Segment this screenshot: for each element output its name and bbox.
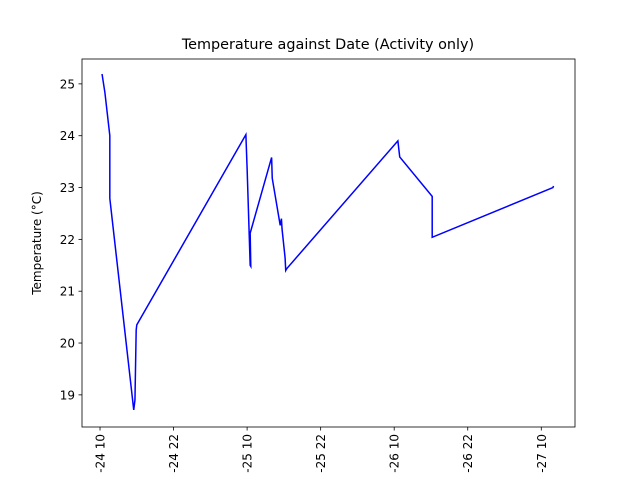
chart-title: Temperature against Date (Activity only) (181, 37, 474, 53)
x-tick-label: -25 10 (241, 434, 255, 473)
y-tick-label: 25 (60, 77, 75, 91)
x-tick-label: -26 10 (388, 434, 402, 473)
y-tick-label: 22 (60, 233, 75, 247)
data-line (101, 73, 555, 410)
x-tick-label: -24 10 (94, 434, 108, 473)
y-axis-label: Temperature (°C) (30, 191, 44, 296)
y-tick-label: 19 (60, 388, 75, 402)
x-tick-label: -24 22 (167, 434, 181, 473)
x-tick-label: -25 22 (314, 434, 328, 473)
y-tick-label: 24 (60, 129, 75, 143)
y-tick-label: 21 (60, 285, 75, 299)
y-tick-label: 20 (60, 337, 75, 351)
x-tick-label: -27 10 (535, 434, 549, 473)
plot-frame (81, 58, 576, 428)
x-tick-label: -26 22 (461, 434, 475, 473)
y-tick-label: 23 (60, 181, 75, 195)
